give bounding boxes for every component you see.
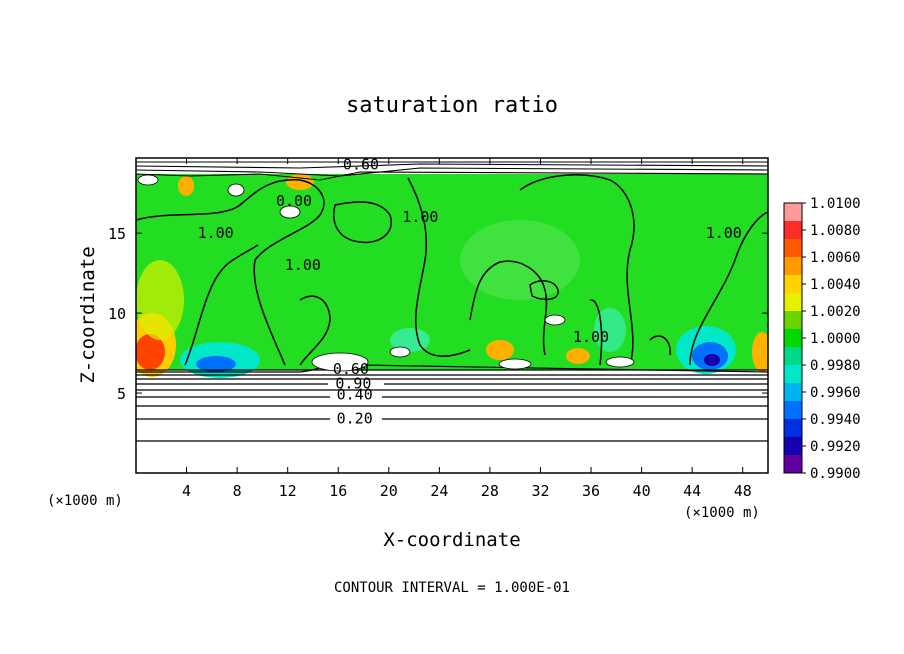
patch-7	[227, 183, 245, 197]
x-tick-label: 40	[633, 482, 651, 500]
contour-label: 0.60	[333, 360, 369, 378]
x-tick-label: 28	[481, 482, 499, 500]
patch-5	[605, 356, 635, 368]
patch-3	[544, 314, 566, 326]
colorbar-swatch	[784, 347, 802, 366]
colorbar-swatch	[784, 437, 802, 456]
patch-2	[498, 358, 532, 370]
contour-labels: 0.200.400.900.600.601.001.001.001.001.00…	[198, 155, 742, 428]
contour-label: 1.00	[402, 208, 438, 226]
colorbar-tick-label: 0.9940	[810, 412, 861, 428]
colorbar-tick-label: 1.0020	[810, 304, 861, 320]
contour-label: 0.60	[343, 155, 379, 173]
saturated-band	[136, 174, 768, 370]
patch-1	[311, 352, 369, 372]
contour-label: 1.00	[285, 256, 321, 274]
colorbar-tick-label: 0.9960	[810, 385, 861, 401]
colorbar-swatch	[784, 293, 802, 312]
colorbar-tick-label: 0.9980	[810, 358, 861, 374]
blob-darkblue-2	[704, 354, 720, 366]
blob-orange-right	[752, 332, 768, 372]
plot-area: 0.200.400.900.600.601.001.001.001.001.00…	[136, 155, 768, 442]
colorbar-tick-label: 1.0080	[810, 223, 861, 239]
blob-yellow-top2	[178, 176, 194, 196]
blob-yellow-mid1	[486, 340, 514, 360]
patch-6	[137, 174, 159, 186]
colorbar-tick-label: 1.0040	[810, 277, 861, 293]
colorbar-swatch	[784, 275, 802, 294]
colorbar-swatch	[784, 239, 802, 258]
y-tick-label: 10	[108, 305, 126, 323]
x-tick-label: 20	[380, 482, 398, 500]
contour-lines-top	[136, 161, 768, 181]
contour-label: 0.20	[337, 410, 373, 428]
x-tick-label: 16	[329, 482, 347, 500]
colorbar-tick-label: 0.9920	[810, 439, 861, 455]
colorbar-tick-label: 1.0000	[810, 331, 861, 347]
colorbar-tick-label: 1.0060	[810, 250, 861, 266]
blob-yellow-mid2	[566, 348, 590, 364]
contour-interval-note: CONTOUR INTERVAL = 1.000E-01	[334, 580, 570, 596]
colorbar-swatch	[784, 365, 802, 384]
contour-label: 1.00	[706, 224, 742, 242]
x-tick-label: 8	[233, 482, 242, 500]
x-axis: 4 8 12 16 20 24 28 32 36 40 44 48	[182, 158, 752, 500]
x-tick-label: 36	[582, 482, 600, 500]
colorbar: 1.0100 1.0080 1.0060 1.0040 1.0020 1.0000 0.99…	[783, 196, 861, 482]
colorbar-swatch	[784, 329, 802, 348]
x-tick-label: 12	[279, 482, 297, 500]
contour-label: 1.00	[198, 224, 234, 242]
blob-yellow-top1	[286, 174, 314, 190]
x-tick-label: 44	[683, 482, 701, 500]
field-shading	[136, 174, 768, 378]
y-axis-label: Z-coordinate	[77, 246, 99, 383]
chart-title: saturation ratio	[346, 93, 558, 118]
colorbar-swatch	[784, 401, 802, 420]
x-tick-label: 48	[734, 482, 752, 500]
x-tick-label: 32	[531, 482, 549, 500]
colorbar-swatch	[784, 221, 802, 240]
patch-4	[389, 346, 411, 358]
contour-lines-low	[136, 357, 768, 442]
y-tick-label: 15	[108, 225, 126, 243]
colorbar-swatch	[784, 311, 802, 330]
colorbar-swatch	[784, 257, 802, 276]
colorbar-tick-label: 1.0100	[810, 196, 861, 212]
plot-frame	[135, 157, 769, 474]
x-tick-label: 24	[430, 482, 448, 500]
colorbar-swatch	[784, 203, 802, 222]
blob-left-red-core	[136, 334, 165, 370]
colorbar-swatch	[784, 419, 802, 438]
patch-8	[279, 205, 301, 219]
contour-label: 0.00	[276, 192, 312, 210]
colorbar-swatch	[784, 383, 802, 402]
contour-label: 1.00	[573, 328, 609, 346]
x-unit-note-left: (×1000 m)	[47, 493, 123, 509]
x-axis-label: X-coordinate	[383, 529, 520, 551]
contour-label: 0.40	[337, 386, 373, 404]
y-axis: 5 10 15	[108, 225, 768, 403]
x-unit-note-right: (×1000 m)	[684, 505, 760, 521]
blob-blue-1	[196, 356, 236, 372]
contour-lines-one	[136, 174, 768, 366]
cloud-base-patches	[137, 174, 635, 372]
blob-lightgreen-1	[460, 220, 580, 300]
y-tick-label: 5	[117, 385, 126, 403]
x-tick-label: 4	[182, 482, 191, 500]
colorbar-tick-label: 0.9900	[810, 466, 861, 482]
contour-label: 0.90	[335, 374, 371, 392]
blob-left-yellow	[136, 260, 184, 340]
colorbar-swatch	[784, 455, 802, 474]
